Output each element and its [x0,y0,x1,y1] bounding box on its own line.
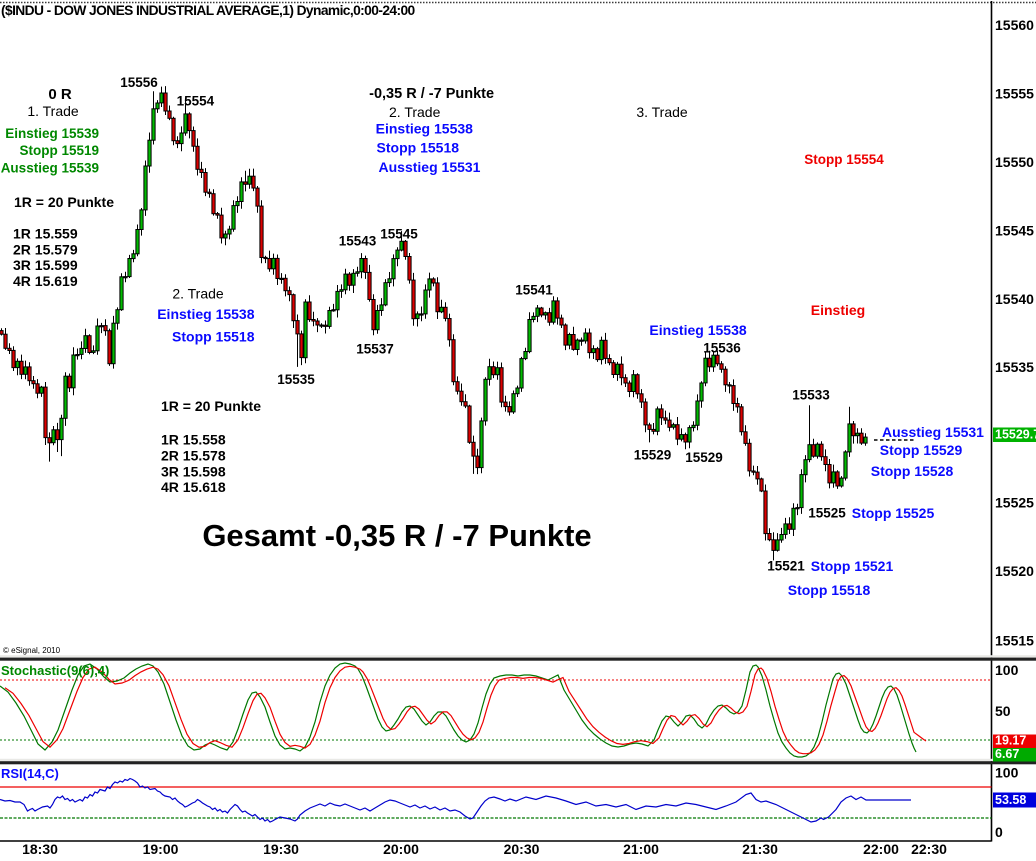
svg-text:15543: 15543 [339,234,377,249]
svg-text:22:00: 22:00 [863,841,899,857]
svg-text:15536: 15536 [703,341,741,356]
svg-text:15550: 15550 [995,154,1034,170]
svg-text:6.67: 6.67 [995,747,1019,761]
svg-text:15533: 15533 [792,388,830,403]
svg-text:1. Trade: 1. Trade [27,103,79,119]
svg-text:Einstieg 15538: Einstieg 15538 [376,121,473,137]
svg-text:15535: 15535 [995,359,1034,375]
svg-text:100: 100 [995,662,1019,678]
svg-text:15554: 15554 [177,94,215,109]
svg-text:4R 15.618: 4R 15.618 [161,479,226,495]
svg-text:15555: 15555 [995,86,1034,102]
svg-text:-0,35 R / -7 Punkte: -0,35 R / -7 Punkte [369,86,494,102]
svg-text:15520: 15520 [995,563,1034,579]
svg-text:3R 15.599: 3R 15.599 [13,257,78,273]
svg-text:Stopp 15518: Stopp 15518 [377,140,460,156]
svg-text:1R = 20 Punkte: 1R = 20 Punkte [161,398,261,414]
svg-text:15529.7: 15529.7 [995,428,1036,442]
svg-text:Stopp 15528: Stopp 15528 [871,463,954,479]
svg-text:20:30: 20:30 [504,841,540,857]
svg-text:Stopp 15529: Stopp 15529 [880,442,963,458]
svg-text:15540: 15540 [995,291,1034,307]
svg-text:15525: 15525 [808,506,846,521]
svg-text:Gesamt -0,35 R / -7 Punkte: Gesamt -0,35 R / -7 Punkte [202,518,591,553]
svg-text:3. Trade: 3. Trade [636,104,688,120]
svg-text:21:00: 21:00 [623,841,659,857]
svg-text:2R 15.579: 2R 15.579 [13,241,78,257]
svg-text:Einstieg: Einstieg [811,302,865,318]
svg-text:19:00: 19:00 [143,841,179,857]
svg-text:20:00: 20:00 [383,841,419,857]
svg-text:2. Trade: 2. Trade [389,104,441,120]
svg-text:15525: 15525 [995,495,1034,511]
svg-text:19:30: 19:30 [263,841,299,857]
svg-text:2. Trade: 2. Trade [172,285,224,301]
svg-text:Stochastic(9(6),4): Stochastic(9(6),4) [1,663,109,678]
svg-text:Stopp 15518: Stopp 15518 [172,329,255,345]
svg-text:18:30: 18:30 [22,841,58,857]
svg-text:Stopp 15525: Stopp 15525 [852,505,935,521]
svg-text:Ausstieg 15531: Ausstieg 15531 [882,424,984,440]
svg-text:2R 15.578: 2R 15.578 [161,447,226,463]
svg-text:Ausstieg 15531: Ausstieg 15531 [379,159,481,175]
svg-text:Stopp 15519: Stopp 15519 [19,143,99,158]
svg-text:($INDU - DOW JONES INDUSTRIAL: ($INDU - DOW JONES INDUSTRIAL AVERAGE,1)… [1,3,416,18]
svg-text:15545: 15545 [995,222,1034,238]
svg-text:15537: 15537 [356,342,394,357]
svg-text:15545: 15545 [380,227,418,242]
svg-text:15541: 15541 [515,283,553,298]
svg-text:22:30: 22:30 [911,841,947,857]
svg-text:21:30: 21:30 [742,841,778,857]
svg-text:0: 0 [995,824,1003,840]
svg-text:15515: 15515 [995,633,1034,649]
svg-text:19.17: 19.17 [995,734,1026,748]
svg-text:15535: 15535 [277,372,315,387]
svg-text:4R 15.619: 4R 15.619 [13,273,78,289]
svg-text:15529: 15529 [634,448,672,463]
svg-text:53.58: 53.58 [995,793,1026,807]
svg-text:RSI(14,C): RSI(14,C) [1,766,59,781]
svg-text:Einstieg 15538: Einstieg 15538 [649,322,746,338]
svg-text:Einstieg 15539: Einstieg 15539 [5,126,99,141]
svg-text:Ausstieg 15539: Ausstieg 15539 [1,161,99,176]
svg-text:Stopp 15518: Stopp 15518 [788,582,871,598]
svg-text:Stopp 15521: Stopp 15521 [811,558,894,574]
svg-text:15556: 15556 [120,75,158,90]
svg-text:15529: 15529 [685,450,723,465]
svg-text:1R 15.558: 1R 15.558 [161,432,226,448]
svg-text:15521: 15521 [767,559,805,574]
svg-text:50: 50 [995,703,1011,719]
svg-text:15560: 15560 [995,17,1034,33]
svg-text:0 R: 0 R [48,86,72,103]
svg-text:3R 15.598: 3R 15.598 [161,463,226,479]
svg-text:1R = 20 Punkte: 1R = 20 Punkte [14,194,114,210]
svg-text:100: 100 [995,765,1019,781]
svg-text:Einstieg 15538: Einstieg 15538 [157,306,254,322]
svg-text:1R 15.559: 1R 15.559 [13,226,78,242]
svg-text:© eSignal, 2010: © eSignal, 2010 [3,646,61,655]
svg-text:Stopp 15554: Stopp 15554 [804,152,884,167]
